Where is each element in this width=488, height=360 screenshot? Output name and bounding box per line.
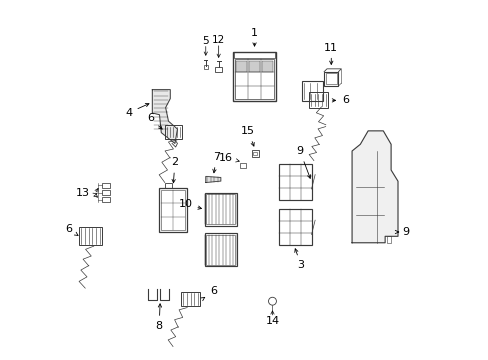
Text: 6: 6 bbox=[331, 95, 348, 105]
Polygon shape bbox=[205, 176, 221, 183]
Polygon shape bbox=[152, 90, 177, 143]
Bar bbox=[278, 210, 311, 245]
Text: 6: 6 bbox=[146, 113, 162, 129]
Bar bbox=[164, 125, 182, 139]
Bar bbox=[206, 234, 235, 265]
Text: 6: 6 bbox=[65, 225, 78, 235]
Bar bbox=[206, 194, 235, 225]
Bar bbox=[102, 190, 109, 195]
Text: 7: 7 bbox=[212, 152, 220, 173]
Bar bbox=[215, 67, 222, 72]
Bar bbox=[253, 152, 257, 155]
Bar bbox=[180, 292, 200, 306]
Text: 16: 16 bbox=[218, 153, 239, 163]
Bar bbox=[262, 61, 273, 72]
Bar bbox=[301, 81, 323, 101]
Text: 13: 13 bbox=[76, 188, 89, 198]
Bar bbox=[278, 164, 311, 200]
Bar bbox=[386, 235, 390, 243]
Bar bbox=[251, 150, 258, 157]
Text: 10: 10 bbox=[178, 199, 201, 210]
Text: 5: 5 bbox=[202, 36, 208, 46]
Bar bbox=[324, 72, 338, 86]
Bar bbox=[204, 233, 236, 266]
Text: 3: 3 bbox=[294, 249, 304, 270]
Bar bbox=[204, 193, 236, 226]
Bar bbox=[234, 51, 274, 58]
Text: 15: 15 bbox=[241, 126, 255, 146]
Text: 9: 9 bbox=[394, 227, 408, 237]
Text: 9: 9 bbox=[296, 146, 310, 178]
Text: 11: 11 bbox=[324, 43, 338, 64]
Text: 2: 2 bbox=[171, 157, 178, 183]
Bar bbox=[235, 61, 246, 72]
Text: 12: 12 bbox=[212, 35, 225, 45]
Bar bbox=[325, 73, 336, 84]
Bar bbox=[234, 59, 274, 99]
Text: 6: 6 bbox=[201, 286, 217, 301]
Text: 14: 14 bbox=[265, 316, 279, 325]
Bar bbox=[308, 93, 327, 108]
Bar bbox=[159, 188, 187, 232]
Polygon shape bbox=[351, 131, 397, 243]
Bar bbox=[248, 61, 260, 72]
Bar bbox=[102, 197, 109, 202]
Bar bbox=[239, 163, 245, 168]
Text: 1: 1 bbox=[250, 28, 258, 46]
Bar bbox=[79, 226, 102, 245]
Bar bbox=[102, 183, 109, 188]
Text: 4: 4 bbox=[125, 104, 149, 118]
Text: 8: 8 bbox=[155, 304, 163, 331]
Bar bbox=[233, 51, 276, 101]
Bar bbox=[164, 183, 172, 188]
Bar bbox=[203, 65, 207, 69]
Bar bbox=[161, 190, 185, 230]
